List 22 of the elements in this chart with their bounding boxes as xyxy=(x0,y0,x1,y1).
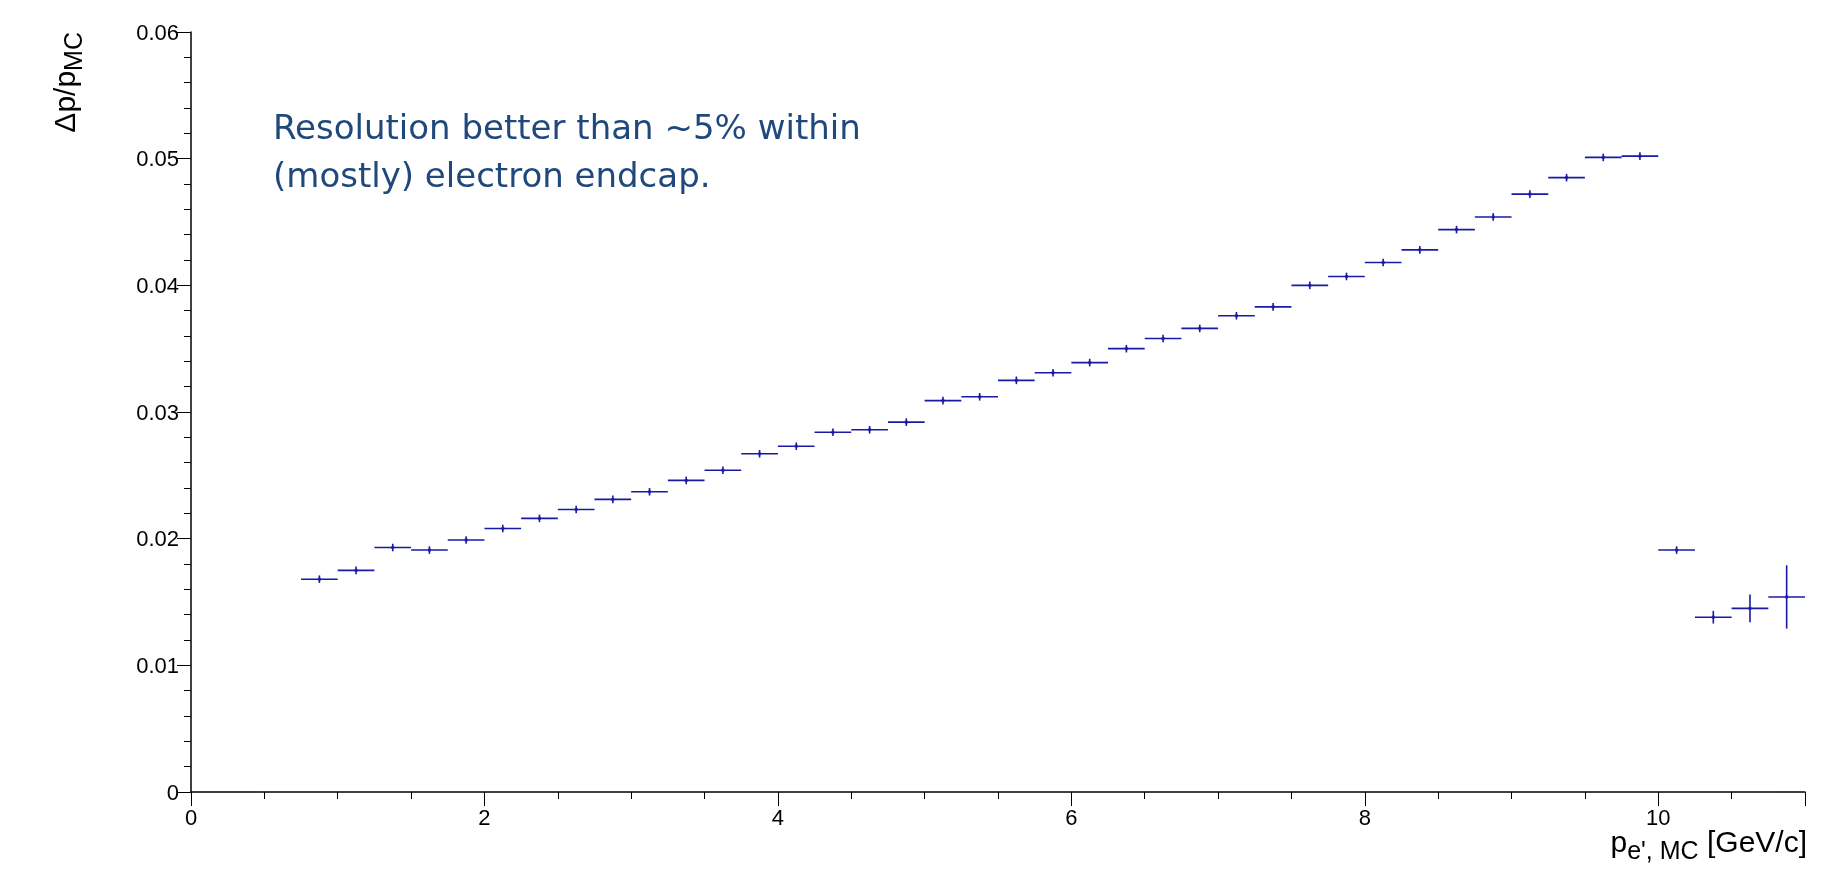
point xyxy=(574,508,578,512)
point xyxy=(1711,615,1715,619)
x-tick-label: 4 xyxy=(771,804,785,830)
point xyxy=(1161,337,1165,341)
point xyxy=(1785,595,1789,599)
y-tick-label: 0.06 xyxy=(136,19,179,45)
x-tick-label: 2 xyxy=(478,804,491,830)
y-tick-label: 0 xyxy=(166,779,179,805)
annotation: Resolution better than ~5% within (mostly) electron endcap. xyxy=(273,107,872,195)
y-tick-label: 0.04 xyxy=(136,272,179,298)
y-tick-label: 0.03 xyxy=(136,399,179,425)
y-tick-label: 0.05 xyxy=(136,146,179,172)
x-tick-label: 0 xyxy=(184,804,198,830)
point xyxy=(501,527,505,531)
y-tick-label: 0.01 xyxy=(136,652,179,678)
x-tick-label: 6 xyxy=(1065,804,1078,830)
point xyxy=(1748,606,1752,610)
y-tick-label: 0.02 xyxy=(136,526,179,552)
point xyxy=(391,546,395,550)
x-tick-label: 8 xyxy=(1358,804,1371,830)
point xyxy=(1344,274,1348,278)
point xyxy=(1381,261,1385,265)
